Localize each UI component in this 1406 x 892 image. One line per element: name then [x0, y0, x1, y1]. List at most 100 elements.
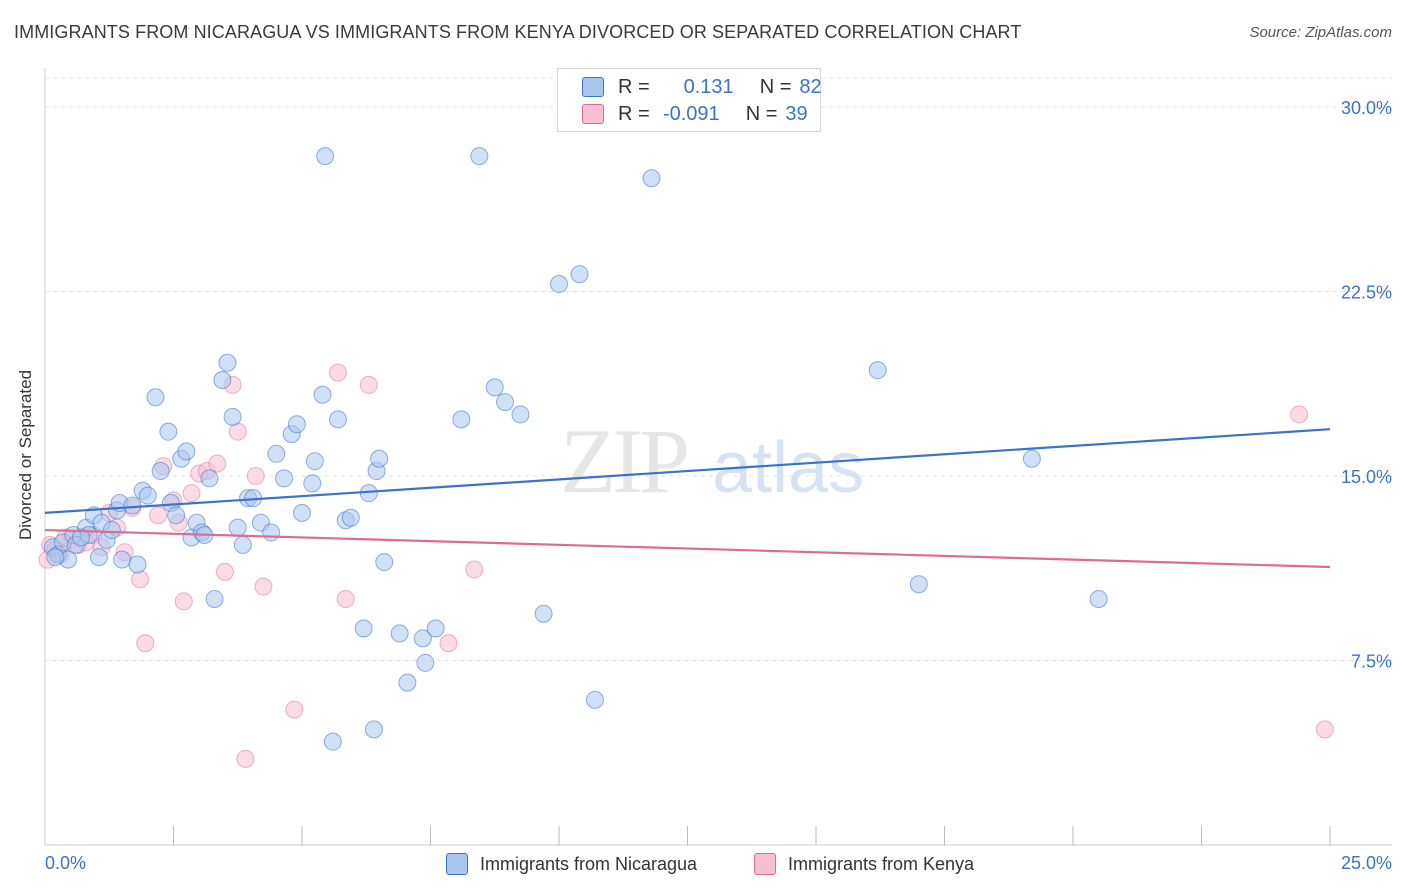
bottom-swatch-nicaragua: [446, 853, 468, 875]
trend-line-nicaragua: [44, 428, 1331, 514]
data-point-nicaragua: [287, 415, 306, 434]
data-point-kenya: [182, 484, 201, 503]
data-point-kenya: [359, 375, 378, 394]
data-point-nicaragua: [167, 506, 186, 525]
data-point-nicaragua: [341, 508, 360, 527]
legend-n-label: N =: [759, 75, 792, 98]
legend-row-kenya: R = -0.091 N = 39: [582, 101, 808, 127]
correlation-legend: R = 0.131 N = 82 R = -0.091 N = 39: [557, 68, 822, 132]
data-point-nicaragua: [550, 275, 568, 294]
data-point-nicaragua: [138, 486, 157, 505]
trend-lines: [44, 428, 1331, 569]
data-point-nicaragua: [200, 469, 219, 488]
data-point-kenya: [236, 749, 255, 768]
data-point-nicaragua: [328, 410, 347, 429]
tick-labels: 7.5% 15.0% 22.5% 30.0% 0.0% 25.0%: [45, 98, 1392, 873]
data-point-nicaragua: [233, 535, 252, 554]
watermark: ZIP atlas: [560, 410, 864, 512]
data-point-nicaragua: [89, 548, 108, 567]
data-point-kenya: [254, 577, 273, 596]
data-point-nicaragua: [868, 361, 887, 380]
bottom-legend-kenya: Immigrants from Kenya: [754, 851, 974, 877]
data-point-nicaragua: [313, 385, 332, 404]
y-tick-label: 15.0%: [1341, 467, 1392, 487]
data-point-kenya: [215, 562, 234, 581]
bottom-legend-nicaragua: Immigrants from Nicaragua: [446, 851, 697, 877]
legend-row-nicaragua: R = 0.131 N = 82: [582, 74, 822, 100]
data-point-nicaragua: [364, 720, 383, 739]
data-point-kenya: [465, 560, 484, 579]
data-point-nicaragua: [205, 589, 224, 608]
data-point-nicaragua: [223, 407, 242, 426]
data-point-nicaragua: [585, 690, 604, 709]
legend-n-value: 39: [785, 102, 808, 125]
data-point-kenya: [136, 634, 155, 653]
data-point-kenya: [131, 570, 150, 589]
data-point-nicaragua: [218, 353, 237, 372]
legend-r-value: -0.091: [662, 102, 720, 125]
x-tick-label: 0.0%: [45, 853, 86, 873]
data-point-nicaragua: [390, 624, 409, 643]
bottom-legend-label-kenya: Immigrants from Kenya: [788, 853, 975, 874]
data-point-kenya: [1315, 720, 1334, 739]
data-point-nicaragua: [275, 469, 294, 488]
source-label: Source: ZipAtlas.com: [1249, 24, 1392, 41]
data-point-kenya: [328, 363, 347, 382]
data-point-nicaragua: [316, 147, 335, 166]
x-tick-label: 25.0%: [1341, 853, 1392, 873]
data-point-nicaragua: [570, 265, 589, 284]
data-point-kenya: [439, 634, 458, 653]
data-point-nicaragua: [416, 653, 435, 672]
y-tick-label: 30.0%: [1341, 98, 1392, 118]
y-tick-label: 22.5%: [1341, 282, 1392, 302]
y-axis-label: Divorced or Separated: [16, 369, 35, 541]
data-point-nicaragua: [123, 496, 142, 515]
data-point-nicaragua: [496, 393, 515, 412]
data-point-nicaragua: [177, 442, 196, 461]
data-point-nicaragua: [293, 503, 311, 522]
data-point-kenya: [285, 700, 304, 719]
legend-n-label: N =: [745, 102, 778, 125]
data-point-nicaragua: [413, 629, 432, 648]
data-point-nicaragua: [511, 405, 530, 424]
bottom-legend-label-nicaragua: Immigrants from Nicaragua: [480, 853, 698, 874]
watermark-zip: ZIP: [560, 410, 687, 512]
trend-line-kenya: [44, 528, 1331, 569]
data-point-kenya: [208, 454, 227, 473]
data-point-nicaragua: [485, 378, 504, 397]
legend-r-label: R =: [618, 75, 650, 98]
y-tick-label: 7.5%: [1351, 651, 1392, 671]
bottom-swatch-kenya: [754, 853, 776, 875]
data-point-nicaragua: [71, 528, 90, 547]
data-point-nicaragua: [262, 523, 281, 542]
data-point-nicaragua: [375, 553, 394, 572]
grid-lines: [45, 77, 1392, 661]
data-point-kenya: [174, 592, 193, 611]
data-point-nicaragua: [1022, 449, 1041, 468]
data-point-kenya: [336, 589, 355, 608]
data-point-nicaragua: [303, 474, 322, 493]
legend-n-value: 82: [799, 75, 822, 98]
axes: [44, 68, 1392, 846]
data-point-nicaragua: [909, 575, 928, 594]
data-point-nicaragua: [46, 548, 65, 567]
legend-swatch-nicaragua: [582, 77, 604, 97]
data-point-nicaragua: [354, 619, 373, 638]
data-point-nicaragua: [370, 449, 389, 468]
data-point-nicaragua: [642, 169, 661, 188]
data-point-kenya: [1290, 405, 1309, 424]
legend-r-label: R =: [618, 102, 650, 125]
data-point-nicaragua: [113, 550, 132, 569]
data-point-nicaragua: [1089, 589, 1108, 608]
series-nicaragua: [43, 147, 1108, 751]
legend-swatch-kenya: [582, 104, 604, 124]
data-point-nicaragua: [102, 521, 121, 540]
legend-r-value: 0.131: [683, 75, 734, 98]
data-point-nicaragua: [323, 732, 342, 751]
data-point-nicaragua: [305, 452, 324, 471]
data-point-nicaragua: [159, 422, 178, 441]
data-point-nicaragua: [398, 673, 417, 692]
data-point-nicaragua: [146, 388, 165, 407]
data-point-nicaragua: [267, 444, 286, 463]
